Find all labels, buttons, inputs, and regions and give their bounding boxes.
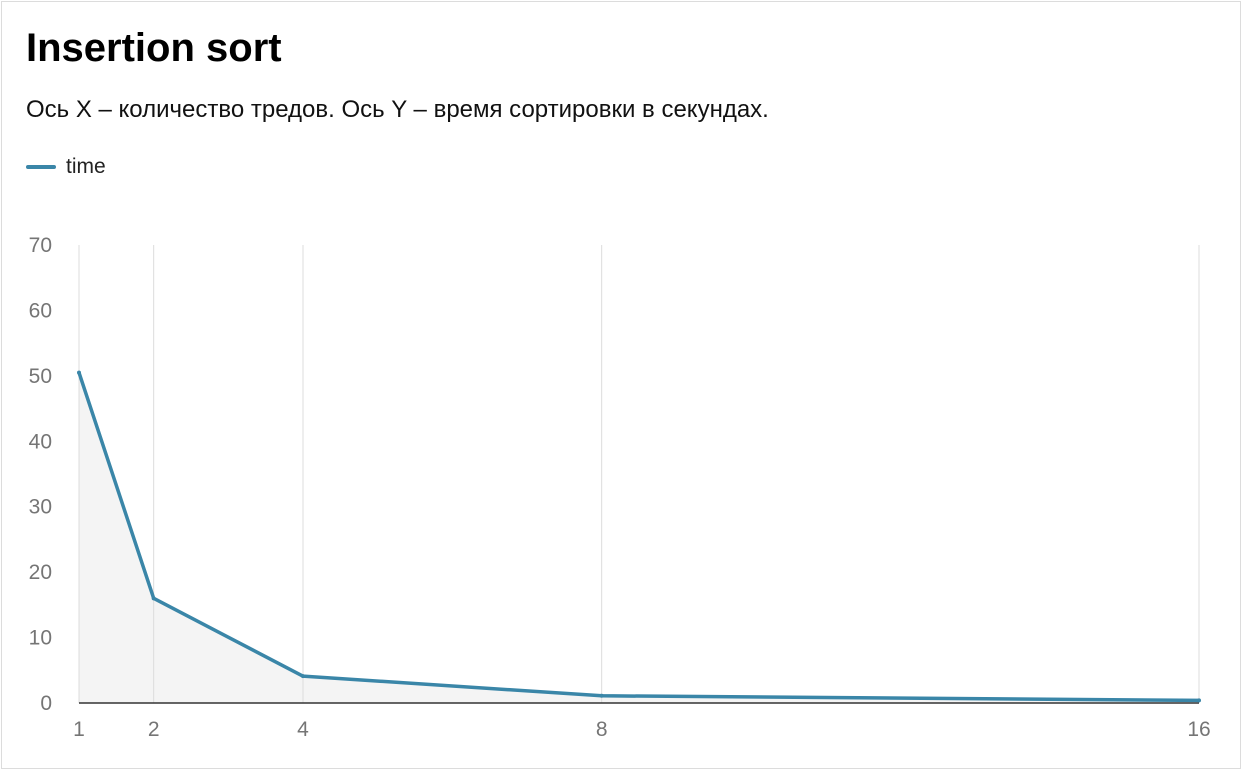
legend: time [26, 153, 106, 181]
legend-swatch-time [26, 165, 56, 169]
data-point-time-16 [1197, 698, 1201, 703]
x-tick-label-1: 1 [73, 718, 85, 741]
data-point-time-2 [151, 596, 156, 601]
y-tick-label-30: 30 [29, 496, 52, 519]
x-tick-label-8: 8 [596, 718, 608, 741]
y-tick-label-0: 0 [40, 692, 52, 715]
chart-subtitle: Ось X – количество тредов. Ось Y – время… [26, 96, 769, 123]
data-point-time-1 [77, 370, 81, 375]
x-tick-label-2: 2 [148, 718, 160, 741]
data-point-time-8 [599, 693, 604, 698]
data-point-time-4 [301, 674, 305, 679]
y-tick-label-70: 70 [29, 234, 52, 257]
x-tick-label-16: 16 [1187, 718, 1210, 741]
y-tick-label-10: 10 [29, 627, 52, 650]
legend-label-time: time [66, 155, 106, 178]
y-tick-label-20: 20 [29, 561, 52, 584]
x-tick-label-4: 4 [297, 718, 309, 741]
y-tick-label-40: 40 [29, 430, 52, 453]
chart-title: Insertion sort [26, 26, 282, 70]
y-tick-label-60: 60 [29, 299, 52, 322]
series-area-time [79, 372, 1199, 703]
y-tick-label-50: 50 [29, 365, 52, 388]
